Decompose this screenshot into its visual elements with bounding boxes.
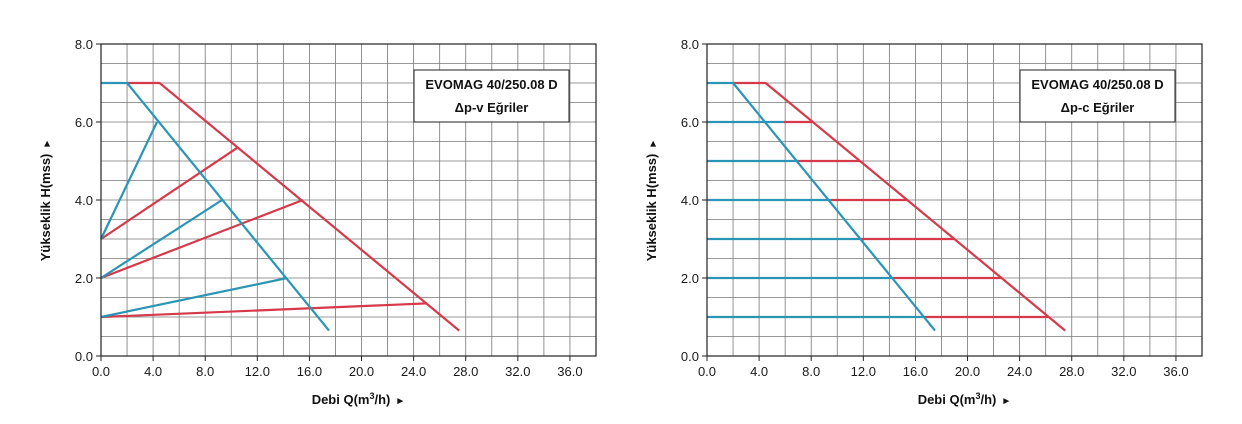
y-tick-label: 2.0 [681,271,699,286]
x-tick-label: 20.0 [349,364,374,379]
x-tick-label: 24.0 [401,364,426,379]
x-tick-label: 36.0 [1163,364,1188,379]
curve-red-2 [100,198,304,280]
x-axis-label: Debi Q(m3/h) ► [312,391,406,407]
chart-subtitle: Δp-v Eğriler [455,100,529,115]
series-group [707,81,1066,332]
chart-title: EVOMAG 40/250.08 D [1031,77,1163,92]
curve-blue-7 [707,81,936,332]
curve-red-0 [733,81,1066,332]
chart-delta-p-v: 0.0 4.0 8.0 12.0 16.0 20.0 24.0 28.0 32.0 36.0 0.0… [38,37,597,407]
curve-red-3 [100,302,427,319]
x-tick-label: 8.0 [802,364,820,379]
chart-title: EVOMAG 40/250.08 D [425,77,557,92]
x-tick-label: 0.0 [698,364,716,379]
curve-blue-5 [100,121,158,240]
x-tick-label: 16.0 [297,364,322,379]
y-tick-label: 4.0 [75,193,93,208]
curve-red-0 [127,81,460,332]
curve-red-1 [100,146,239,240]
y-axis-label: Yükseklik H(mss)► [38,139,53,262]
x-tick-label: 16.0 [903,364,928,379]
y-tick-label: 8.0 [681,37,699,52]
y-axis-label: Yükseklik H(mss)► [644,139,659,262]
curve-blue-6 [100,199,223,279]
x-tick-label: 28.0 [453,364,478,379]
chart-delta-p-c: 0.0 4.0 8.0 12.0 16.0 20.0 24.0 28.0 32.0 36.0 0.0… [644,37,1203,407]
x-tick-label: 12.0 [245,364,270,379]
legend-box: EVOMAG 40/250.08 D Δp-v Eğriler [413,69,570,123]
y-tick-label: 0.0 [75,349,93,364]
legend-box: EVOMAG 40/250.08 D Δp-c Eğriler [1019,69,1176,123]
x-tick-label: 32.0 [1111,364,1136,379]
x-tick-label: 8.0 [196,364,214,379]
y-tick-label: 0.0 [681,349,699,364]
x-axis-label: Debi Q(m3/h) ► [918,391,1012,407]
x-tick-label: 32.0 [505,364,530,379]
x-tick-label: 4.0 [144,364,162,379]
series-group [100,81,460,332]
curve-blue-4 [101,81,330,332]
tick-labels: 0.0 4.0 8.0 12.0 16.0 20.0 24.0 28.0 32.0 36.0 0.0… [681,37,1189,379]
x-tick-label: 24.0 [1007,364,1032,379]
y-tick-label: 8.0 [75,37,93,52]
y-tick-label: 4.0 [681,193,699,208]
tick-labels: 0.0 4.0 8.0 12.0 16.0 20.0 24.0 28.0 32.0 36.0 0.0… [75,37,583,379]
y-tick-label: 2.0 [75,271,93,286]
curve-blue-7 [100,276,288,319]
x-tick-label: 36.0 [557,364,582,379]
y-tick-label: 6.0 [681,115,699,130]
x-tick-label: 12.0 [851,364,876,379]
chart-subtitle: Δp-c Eğriler [1061,100,1135,115]
y-tick-label: 6.0 [75,115,93,130]
x-tick-label: 20.0 [955,364,980,379]
x-tick-label: 28.0 [1059,364,1084,379]
x-tick-label: 4.0 [750,364,768,379]
x-tick-label: 0.0 [92,364,110,379]
